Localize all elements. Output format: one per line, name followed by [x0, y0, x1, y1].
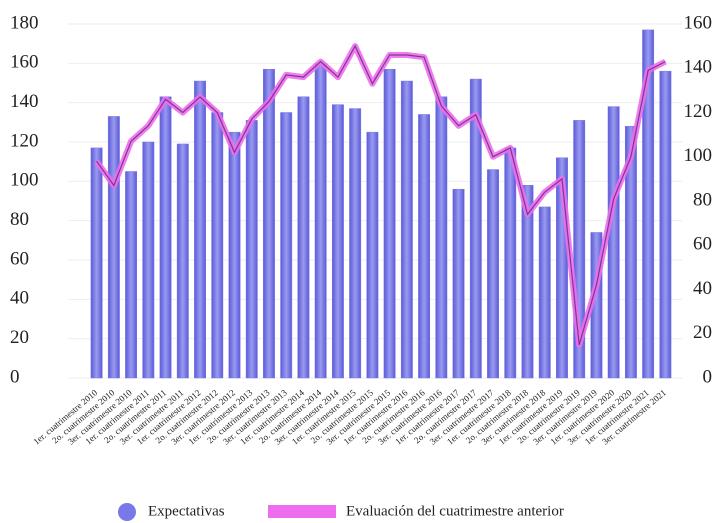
bar — [366, 131, 379, 379]
bar — [107, 116, 120, 379]
legend-label: Evaluación del cuatrimestre anterior — [346, 503, 564, 519]
bar — [228, 131, 241, 379]
bar — [504, 147, 517, 379]
bar — [349, 108, 362, 379]
y-tick-label: 60 — [10, 248, 29, 269]
y2-tick-label: 20 — [693, 322, 712, 343]
bar — [521, 185, 534, 379]
bar — [297, 96, 310, 379]
y2-tick-label: 40 — [693, 278, 712, 299]
y-tick-label: 0 — [10, 366, 20, 387]
y-tick-label: 160 — [10, 52, 39, 73]
y2-tick-label: 120 — [684, 101, 713, 122]
bar — [452, 188, 465, 379]
bar — [142, 141, 155, 379]
bar — [331, 104, 344, 379]
y-tick-label: 100 — [10, 170, 39, 191]
bar — [383, 68, 396, 379]
bar — [400, 80, 413, 379]
y2-tick-label: 160 — [684, 12, 713, 33]
y-tick-label: 120 — [10, 130, 39, 151]
bar — [538, 206, 551, 379]
bar — [159, 96, 172, 379]
bar — [487, 169, 499, 379]
y2-tick-label: 140 — [684, 57, 713, 78]
bar — [211, 112, 224, 379]
bar — [263, 68, 275, 379]
bar — [573, 120, 586, 379]
y-tick-label: 80 — [10, 209, 29, 230]
y-tick-label: 180 — [10, 12, 39, 33]
y2-tick-label: 60 — [693, 234, 712, 255]
bar — [90, 147, 103, 379]
legend-marker — [118, 503, 136, 521]
bar — [435, 96, 448, 379]
bar — [556, 157, 568, 379]
bar — [659, 70, 672, 379]
bar — [607, 106, 620, 379]
bar — [176, 143, 189, 379]
y-tick-label: 140 — [10, 91, 39, 112]
legend-label: Expectativas — [148, 503, 225, 519]
bar — [194, 80, 206, 379]
bar — [314, 63, 327, 379]
y2-tick-label: 80 — [693, 189, 712, 210]
bar — [418, 114, 431, 379]
bar — [245, 120, 258, 379]
bar — [125, 171, 138, 379]
legend-marker — [268, 505, 336, 518]
y-tick-label: 20 — [10, 327, 29, 348]
y2-tick-label: 100 — [684, 145, 713, 166]
line-core — [96, 44, 666, 345]
bar — [624, 126, 637, 379]
bar — [280, 112, 293, 379]
bar — [469, 78, 482, 379]
y2-tick-label: 0 — [703, 366, 713, 387]
y-tick-label: 40 — [10, 288, 29, 309]
bar — [642, 29, 655, 379]
